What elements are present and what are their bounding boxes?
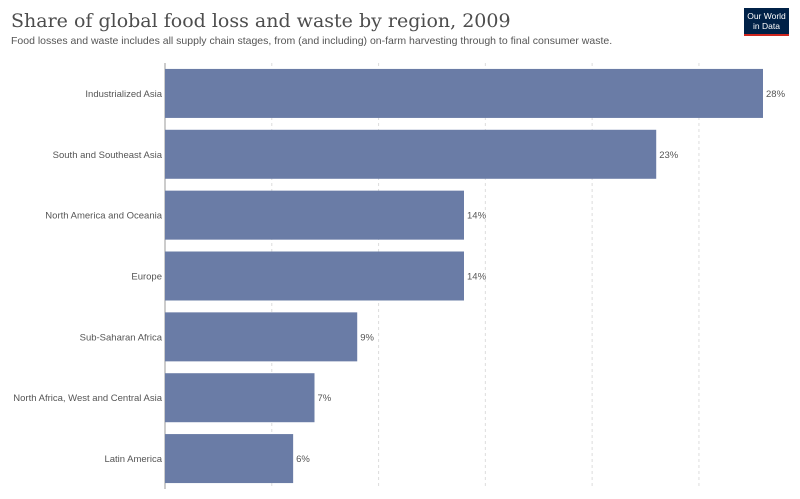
category-label: Europe: [131, 272, 162, 283]
category-label: South and Southeast Asia: [53, 150, 163, 161]
value-label: 9%: [360, 332, 374, 343]
category-label: Industrialized Asia: [85, 89, 162, 100]
bar[interactable]: [165, 251, 464, 301]
value-label: 23%: [659, 150, 679, 161]
category-label: Latin America: [104, 454, 162, 465]
logo-line-1: Our World: [747, 11, 786, 21]
value-label: 14%: [467, 211, 487, 222]
bar[interactable]: [165, 312, 358, 362]
value-label: 6%: [296, 454, 310, 465]
category-label: North America and Oceania: [45, 211, 162, 222]
bar[interactable]: [165, 68, 763, 118]
bar[interactable]: [165, 129, 657, 179]
chart-title: Share of global food loss and waste by r…: [11, 10, 511, 32]
bar[interactable]: [165, 190, 464, 240]
category-label: North Africa, West and Central Asia: [13, 393, 162, 404]
value-label: 14%: [467, 272, 487, 283]
category-label: Sub-Saharan Africa: [80, 332, 163, 343]
logo-line-2: in Data: [753, 21, 780, 31]
bar[interactable]: [165, 434, 294, 484]
value-label: 28%: [766, 89, 786, 100]
bars: Industrialized Asia 28% South and Southeas…: [13, 68, 786, 484]
bar[interactable]: [165, 373, 315, 423]
chart-subtitle: Food losses and waste includes all suppl…: [11, 35, 613, 47]
value-label: 7%: [318, 393, 332, 404]
owid-logo[interactable]: Our World in Data: [744, 8, 789, 36]
